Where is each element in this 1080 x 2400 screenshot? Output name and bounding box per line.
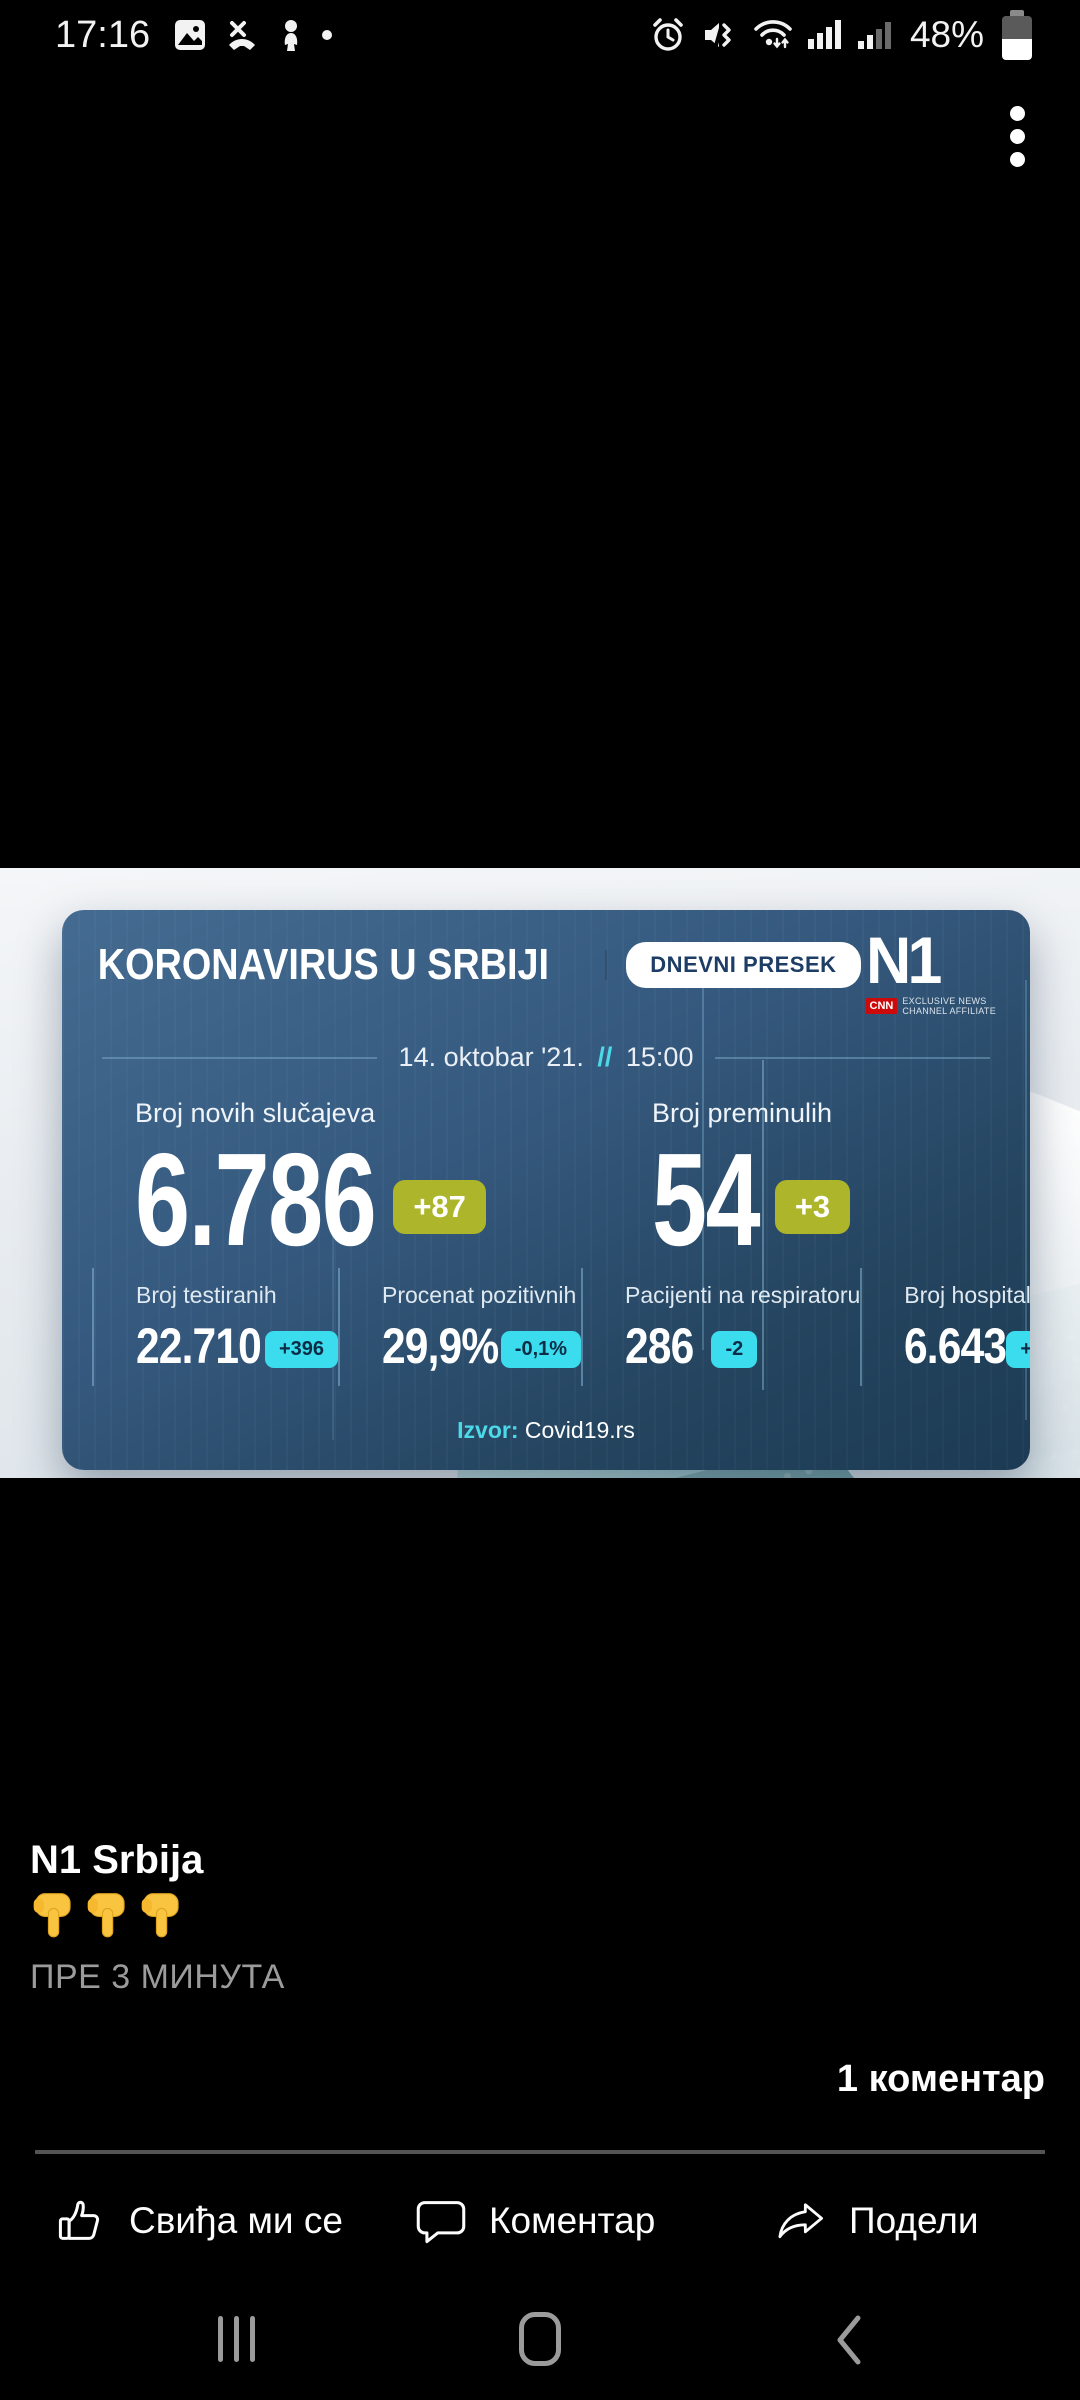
battery-icon bbox=[1002, 10, 1032, 60]
stat-label: Pacijenti na respiratoru bbox=[625, 1282, 861, 1308]
sub-stats-row: Broj testiranih 22.710 +396 Procenat poz… bbox=[92, 1268, 1030, 1386]
clock-text: 17:16 bbox=[55, 13, 151, 56]
stat-value: 22.710 bbox=[136, 1318, 262, 1374]
date-divider-left bbox=[102, 1056, 377, 1059]
stat-delta-badge: +87 bbox=[393, 1180, 486, 1235]
chart-decoration bbox=[332, 1210, 334, 1440]
signal-icon bbox=[807, 20, 841, 49]
date-row: 14. oktobar '21. // 15:00 bbox=[102, 1042, 991, 1073]
stat-tested: Broj testiranih 22.710 +396 bbox=[92, 1268, 338, 1386]
signal2-icon bbox=[857, 22, 891, 49]
chart-decoration bbox=[1025, 980, 1027, 1420]
stat-delta-badge: -2 bbox=[711, 1330, 758, 1368]
battery-percent-text: 48% bbox=[909, 14, 984, 55]
stat-value: 6.786 bbox=[135, 1126, 377, 1273]
card-header: KORONAVIRUS U SRBIJI DNEVNI PRESEK bbox=[62, 940, 1030, 990]
notification-icons bbox=[172, 17, 333, 53]
gallery-icon bbox=[175, 20, 206, 50]
stat-label: Broj testiranih bbox=[136, 1282, 277, 1308]
stat-delta-badge: +3 bbox=[774, 1180, 851, 1235]
source-value: Covid19.rs bbox=[524, 1417, 635, 1443]
alarm-icon bbox=[653, 18, 683, 51]
pointing-down-emoji bbox=[141, 1893, 179, 1938]
chart-decoration bbox=[702, 970, 704, 1350]
stat-ventilators: Pacijenti na respiratoru 286 -2 bbox=[581, 1268, 860, 1386]
stat-label: Broj hospitalizovanih bbox=[904, 1282, 1030, 1308]
stat-value: 286 bbox=[625, 1318, 694, 1374]
comment-icon bbox=[416, 2201, 466, 2244]
home-button[interactable] bbox=[519, 2312, 561, 2366]
date-separator: // bbox=[597, 1042, 613, 1072]
affiliate-text: EXCLUSIVE NEWS CHANNEL AFFILIATE bbox=[902, 996, 996, 1017]
pointing-down-emoji bbox=[87, 1893, 125, 1938]
comment-button[interactable]: Коментар bbox=[415, 2185, 655, 2257]
stat-new-cases: Broj novih slučajeva 6.786 +87 bbox=[62, 1080, 592, 1300]
back-button[interactable] bbox=[828, 2312, 868, 2368]
status-bar: 17:16 bbox=[0, 0, 1080, 70]
person-icon bbox=[284, 20, 298, 51]
n1-logo-text: N1 bbox=[865, 923, 942, 997]
like-label: Свиђа ми се bbox=[129, 2200, 343, 2241]
recents-button[interactable] bbox=[218, 2316, 255, 2362]
system-icons: 48% bbox=[648, 10, 1032, 60]
kebab-menu-icon[interactable] bbox=[1002, 106, 1032, 167]
post-timestamp: ПРЕ 3 МИНУТА bbox=[30, 1958, 285, 1996]
stat-value: 6.643 bbox=[904, 1318, 1007, 1374]
pointing-down-emoji bbox=[33, 1893, 71, 1938]
date-text: 14. oktobar '21. // 15:00 bbox=[398, 1042, 694, 1072]
cnn-affiliate-line: CNN EXCLUSIVE NEWS CHANNEL AFFILIATE bbox=[865, 996, 996, 1017]
stat-value: 29,9% bbox=[382, 1318, 499, 1374]
stat-value: 54 bbox=[652, 1126, 761, 1273]
comment-label: Коментар bbox=[489, 2200, 656, 2241]
share-label: Подели bbox=[849, 2200, 979, 2241]
source-line: Izvor: Covid19.rs bbox=[62, 1417, 1030, 1444]
stat-delta-badge: +396 bbox=[264, 1330, 338, 1368]
stat-label: Broj preminulih bbox=[652, 1098, 833, 1128]
like-button[interactable]: Свиђа ми се bbox=[55, 2185, 343, 2257]
stat-positive-rate: Procenat pozitivnih 29,9% -0,1% bbox=[338, 1268, 582, 1386]
stat-delta-badge: +46 bbox=[1006, 1330, 1030, 1368]
stat-deaths: Broj preminulih 54 +3 bbox=[592, 1080, 1030, 1300]
share-button[interactable]: Подели bbox=[775, 2185, 979, 2257]
stat-hospitalized: Broj hospitalizovanih 6.643 +46 bbox=[860, 1268, 1030, 1386]
card-title: KORONAVIRUS U SRBIJI bbox=[98, 940, 550, 989]
cnn-logo: CNN bbox=[865, 998, 898, 1015]
stat-delta-badge: -0,1% bbox=[500, 1330, 582, 1368]
chart-decoration bbox=[762, 1060, 764, 1390]
mute-vibrate-icon bbox=[704, 20, 731, 50]
daily-summary-badge: DNEVNI PRESEK bbox=[626, 942, 861, 988]
date-divider-right bbox=[715, 1056, 991, 1059]
actions-divider bbox=[35, 2150, 1045, 2154]
emoji-row bbox=[30, 1888, 184, 1938]
main-stats-row: Broj novih slučajeva 6.786 +87 Broj prem… bbox=[62, 1080, 1030, 1300]
like-icon bbox=[58, 2200, 100, 2240]
missed-call-icon bbox=[229, 21, 256, 50]
stat-label: Procenat pozitivnih bbox=[382, 1282, 577, 1308]
covid-stats-card: KORONAVIRUS U SRBIJI DNEVNI PRESEK N1 CN… bbox=[62, 910, 1030, 1470]
source-label: Izvor: bbox=[457, 1417, 519, 1443]
post-image[interactable]: KORONAVIRUS U SRBIJI DNEVNI PRESEK N1 CN… bbox=[0, 868, 1080, 1478]
stat-label: Broj novih slučajeva bbox=[135, 1098, 376, 1128]
wifi-icon bbox=[754, 20, 792, 49]
share-icon bbox=[778, 2203, 823, 2239]
notification-dot-icon bbox=[322, 30, 333, 40]
n1-logo: N1 CNN EXCLUSIVE NEWS CHANNEL AFFILIATE bbox=[865, 923, 996, 1017]
comments-count[interactable]: 1 коментар bbox=[836, 2058, 1045, 2100]
post-author[interactable]: N1 Srbija bbox=[30, 1838, 204, 1882]
